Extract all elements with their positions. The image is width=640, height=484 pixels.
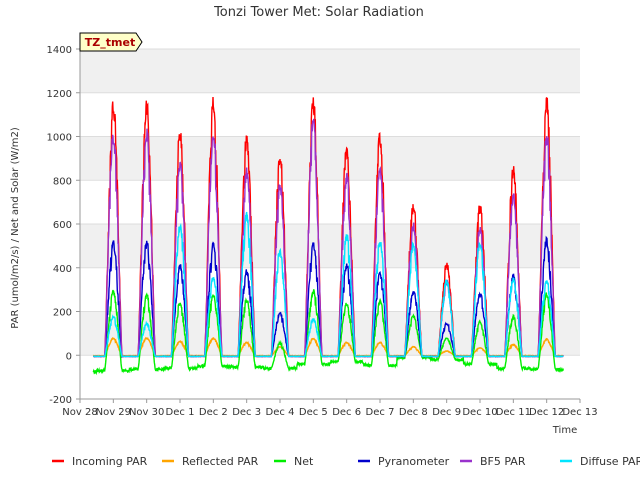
y-tick-label: 600: [53, 220, 72, 231]
y-tick-label: 400: [53, 264, 72, 275]
legend: Incoming PAR Reflected PAR Net Pyranometer B…: [52, 455, 640, 468]
legend-item-diffuse-par: Diffuse PAR: [560, 455, 640, 468]
x-tick-label: Nov 29: [96, 407, 131, 418]
y-tick-label: -200: [49, 395, 72, 406]
legend-item-incoming-par: Incoming PAR: [52, 455, 148, 468]
legend-label: Diffuse PAR: [580, 455, 640, 468]
legend-label: Reflected PAR: [182, 455, 259, 468]
x-tick-label: Dec 9: [432, 407, 461, 418]
x-tick-label: Dec 13: [562, 407, 597, 418]
y-axis-ticks: -200 0 200 400 600 800 1000 1200 1400: [47, 45, 80, 406]
station-tag-label: TZ_tmet: [85, 36, 135, 49]
series-line-diffuse-par: [92, 211, 564, 359]
legend-item-net: Net: [274, 455, 314, 468]
station-tag: TZ_tmet: [79, 32, 143, 52]
y-tick-label: 0: [66, 351, 72, 362]
legend-item-reflected-par: Reflected PAR: [162, 455, 259, 468]
series-line-net: [92, 289, 564, 376]
x-tick-label: Dec 2: [199, 407, 228, 418]
x-tick-label: Dec 11: [496, 407, 531, 418]
plot-band: [80, 136, 580, 181]
x-tick-label: Dec 4: [266, 407, 295, 418]
plot-band: [80, 311, 580, 356]
x-tick-label: Dec 1: [166, 407, 195, 418]
y-tick-label: 200: [53, 308, 72, 319]
x-tick-label: Dec 3: [232, 407, 261, 418]
legend-label: Incoming PAR: [72, 455, 148, 468]
legend-label: BF5 PAR: [480, 455, 526, 468]
x-tick-label: Dec 7: [366, 407, 395, 418]
chart-title: Tonzi Tower Met: Solar Radiation: [213, 5, 424, 20]
y-tick-label: 1400: [47, 45, 72, 56]
series-layer: [92, 96, 564, 376]
x-tick-label: Dec 8: [399, 407, 428, 418]
x-tick-label: Dec 6: [332, 407, 361, 418]
x-tick-label: Dec 12: [529, 407, 564, 418]
x-axis-label: Time: [552, 425, 577, 436]
legend-label: Net: [294, 455, 314, 468]
plot-band: [80, 224, 580, 268]
x-tick-label: Dec 5: [299, 407, 328, 418]
y-tick-label: 1200: [47, 89, 72, 100]
y-tick-label: 1000: [47, 133, 72, 144]
x-tick-label: Nov 30: [129, 407, 164, 418]
station-tag-box: [79, 32, 143, 52]
legend-item-pyranometer: Pyranometer: [358, 455, 450, 468]
x-tick-label: Dec 10: [462, 407, 497, 418]
plot-band: [80, 49, 580, 93]
x-tick-label: Nov 28: [62, 407, 97, 418]
y-tick-label: 800: [53, 176, 72, 187]
legend-item-bf5-par: BF5 PAR: [460, 455, 526, 468]
y-axis-label: PAR (umol/m2/s) / Net and Solar (W/m2): [10, 127, 21, 329]
legend-label: Pyranometer: [378, 455, 450, 468]
